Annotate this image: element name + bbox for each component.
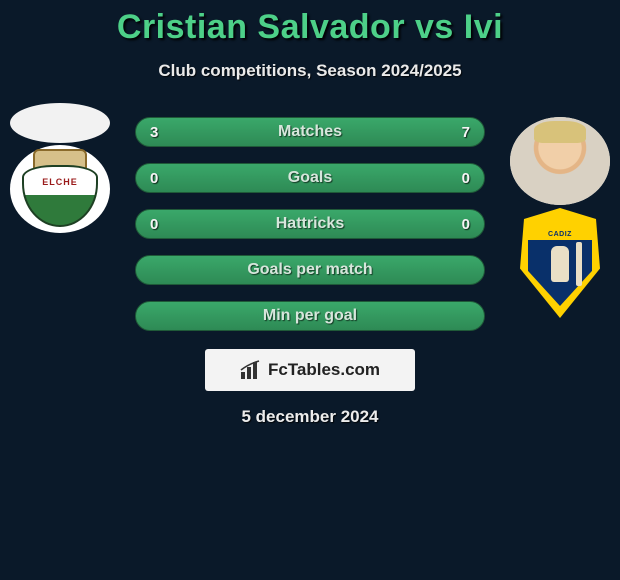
- stat-left-value: 0: [150, 210, 158, 238]
- cadiz-crest-icon: CADIZ: [520, 208, 600, 318]
- stat-right-value: 0: [462, 164, 470, 192]
- left-player-column: ELCHE: [10, 103, 110, 233]
- stat-row: Goals per match: [135, 255, 485, 285]
- comparison-title: Cristian Salvador vs Ivi: [0, 0, 620, 47]
- elche-crest-label: ELCHE: [22, 177, 98, 187]
- generated-date: 5 december 2024: [10, 407, 610, 427]
- stat-label: Matches: [278, 123, 342, 141]
- left-club-badge: ELCHE: [10, 145, 110, 233]
- stat-row: Min per goal: [135, 301, 485, 331]
- stat-left-value: 3: [150, 118, 158, 146]
- subtitle-text: Club competitions, Season 2024/2025: [0, 61, 620, 81]
- stats-list: 3 Matches 7 0 Goals 0 0 Hattricks 0 Goal…: [135, 117, 485, 331]
- stat-label: Hattricks: [276, 215, 344, 233]
- stat-row: 3 Matches 7: [135, 117, 485, 147]
- elche-crest-icon: ELCHE: [22, 151, 98, 227]
- stat-label: Goals: [288, 169, 332, 187]
- right-player-column: CADIZ: [510, 117, 610, 327]
- player-left-name: Cristian Salvador: [117, 8, 405, 46]
- brand-text: FcTables.com: [268, 360, 380, 380]
- stat-row: 0 Hattricks 0: [135, 209, 485, 239]
- right-club-badge: CADIZ: [510, 199, 610, 327]
- comparison-body: ELCHE CADIZ 3 Matches 7 0 Goals 0: [0, 117, 620, 427]
- stat-label: Goals per match: [247, 261, 372, 279]
- stat-row: 0 Goals 0: [135, 163, 485, 193]
- player-right-name: Ivi: [464, 8, 503, 46]
- right-player-avatar: [510, 117, 610, 205]
- vs-separator: vs: [415, 8, 454, 46]
- stat-right-value: 0: [462, 210, 470, 238]
- brand-badge: FcTables.com: [205, 349, 415, 391]
- player-photo-icon: [510, 117, 610, 205]
- bar-chart-icon: [240, 360, 262, 380]
- stat-label: Min per goal: [263, 307, 357, 325]
- stat-right-value: 7: [462, 118, 470, 146]
- left-player-avatar: [10, 103, 110, 143]
- stat-left-value: 0: [150, 164, 158, 192]
- cadiz-crest-label: CADIZ: [528, 228, 592, 240]
